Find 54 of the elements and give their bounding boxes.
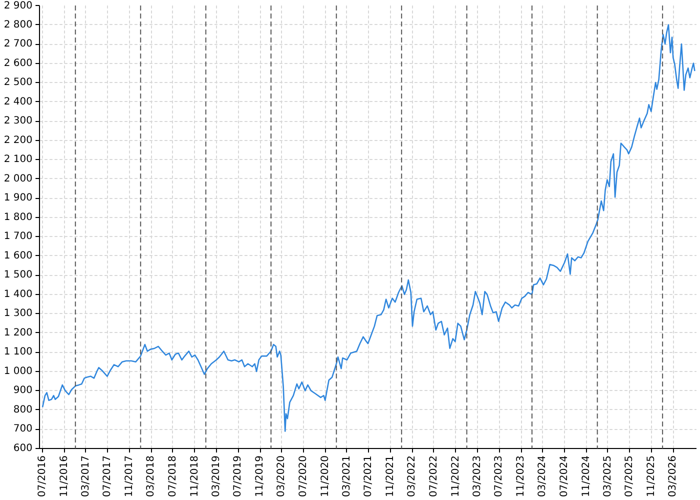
x-tick-label: 07/2023	[494, 455, 505, 498]
x-tick-label: 11/2024	[580, 455, 592, 498]
x-tick-label: 07/2018	[167, 455, 178, 498]
y-tick-label: 1 200	[4, 327, 33, 338]
x-tick-label: 07/2022	[428, 455, 440, 498]
y-tick-label: 2 700	[4, 38, 33, 50]
y-tick-label: 1 100	[4, 346, 33, 358]
y-tick-label: 2 200	[4, 134, 33, 146]
y-tick-label: 2 800	[4, 19, 33, 30]
x-tick-label: 03/2020	[276, 455, 288, 498]
y-tick-label: 2 900	[4, 0, 33, 12]
x-tick-label: 11/2018	[189, 455, 200, 498]
x-tick-label: 03/2019	[210, 455, 222, 498]
y-tick-label: 1 500	[4, 270, 33, 281]
y-tick-label: 700	[13, 424, 33, 435]
y-tick-label: 1 600	[4, 250, 33, 262]
y-tick-label: 600	[13, 443, 33, 454]
x-tick-label: 03/2018	[146, 455, 157, 498]
y-tick-label: 1 800	[4, 212, 33, 223]
x-tick-label: 11/2021	[385, 455, 396, 498]
x-tick-label: 07/2019	[232, 455, 244, 498]
x-tick-label: 07/2017	[102, 455, 114, 498]
x-tick-label: 03/2022	[406, 455, 418, 498]
x-tick-label: 03/2017	[80, 455, 92, 498]
x-tick-label: 11/2023	[516, 455, 527, 498]
y-tick-label: 1 400	[4, 288, 33, 300]
x-tick-label: 07/2020	[298, 455, 310, 498]
y-tick-label: 2 500	[4, 77, 33, 88]
x-tick-label: 03/2023	[472, 455, 483, 498]
x-tick-label: 07/2016	[37, 455, 48, 498]
x-tick-label: 07/2021	[363, 455, 374, 498]
y-tick-label: 1 900	[4, 192, 33, 204]
y-tick-label: 2 400	[4, 96, 33, 108]
x-tick-label: 11/2017	[124, 455, 136, 498]
y-tick-label: 900	[13, 385, 33, 396]
y-tick-label: 2 100	[4, 154, 33, 166]
x-tick-label: 07/2025	[624, 455, 636, 498]
y-tick-label: 2 000	[4, 173, 33, 184]
x-tick-label: 11/2019	[254, 455, 266, 498]
x-tick-label: 11/2020	[320, 455, 331, 498]
y-tick-label: 2 300	[4, 116, 33, 127]
x-tick-label: 03/2024	[537, 455, 548, 498]
y-tick-label: 1 300	[4, 308, 33, 320]
x-tick-label: 11/2016	[59, 455, 70, 498]
y-tick-label: 1 700	[4, 231, 33, 242]
x-tick-label: 03/2026	[668, 455, 679, 498]
x-tick-label: 03/2021	[341, 455, 352, 498]
x-tick-label: 03/2025	[602, 455, 614, 498]
y-tick-label: 2 600	[4, 58, 33, 69]
x-tick-label: 07/2024	[558, 455, 570, 498]
y-tick-label: 1 000	[4, 366, 33, 377]
x-tick-label: 11/2022	[450, 455, 462, 498]
x-tick-label: 11/2025	[646, 455, 658, 498]
y-tick-label: 800	[13, 404, 33, 416]
